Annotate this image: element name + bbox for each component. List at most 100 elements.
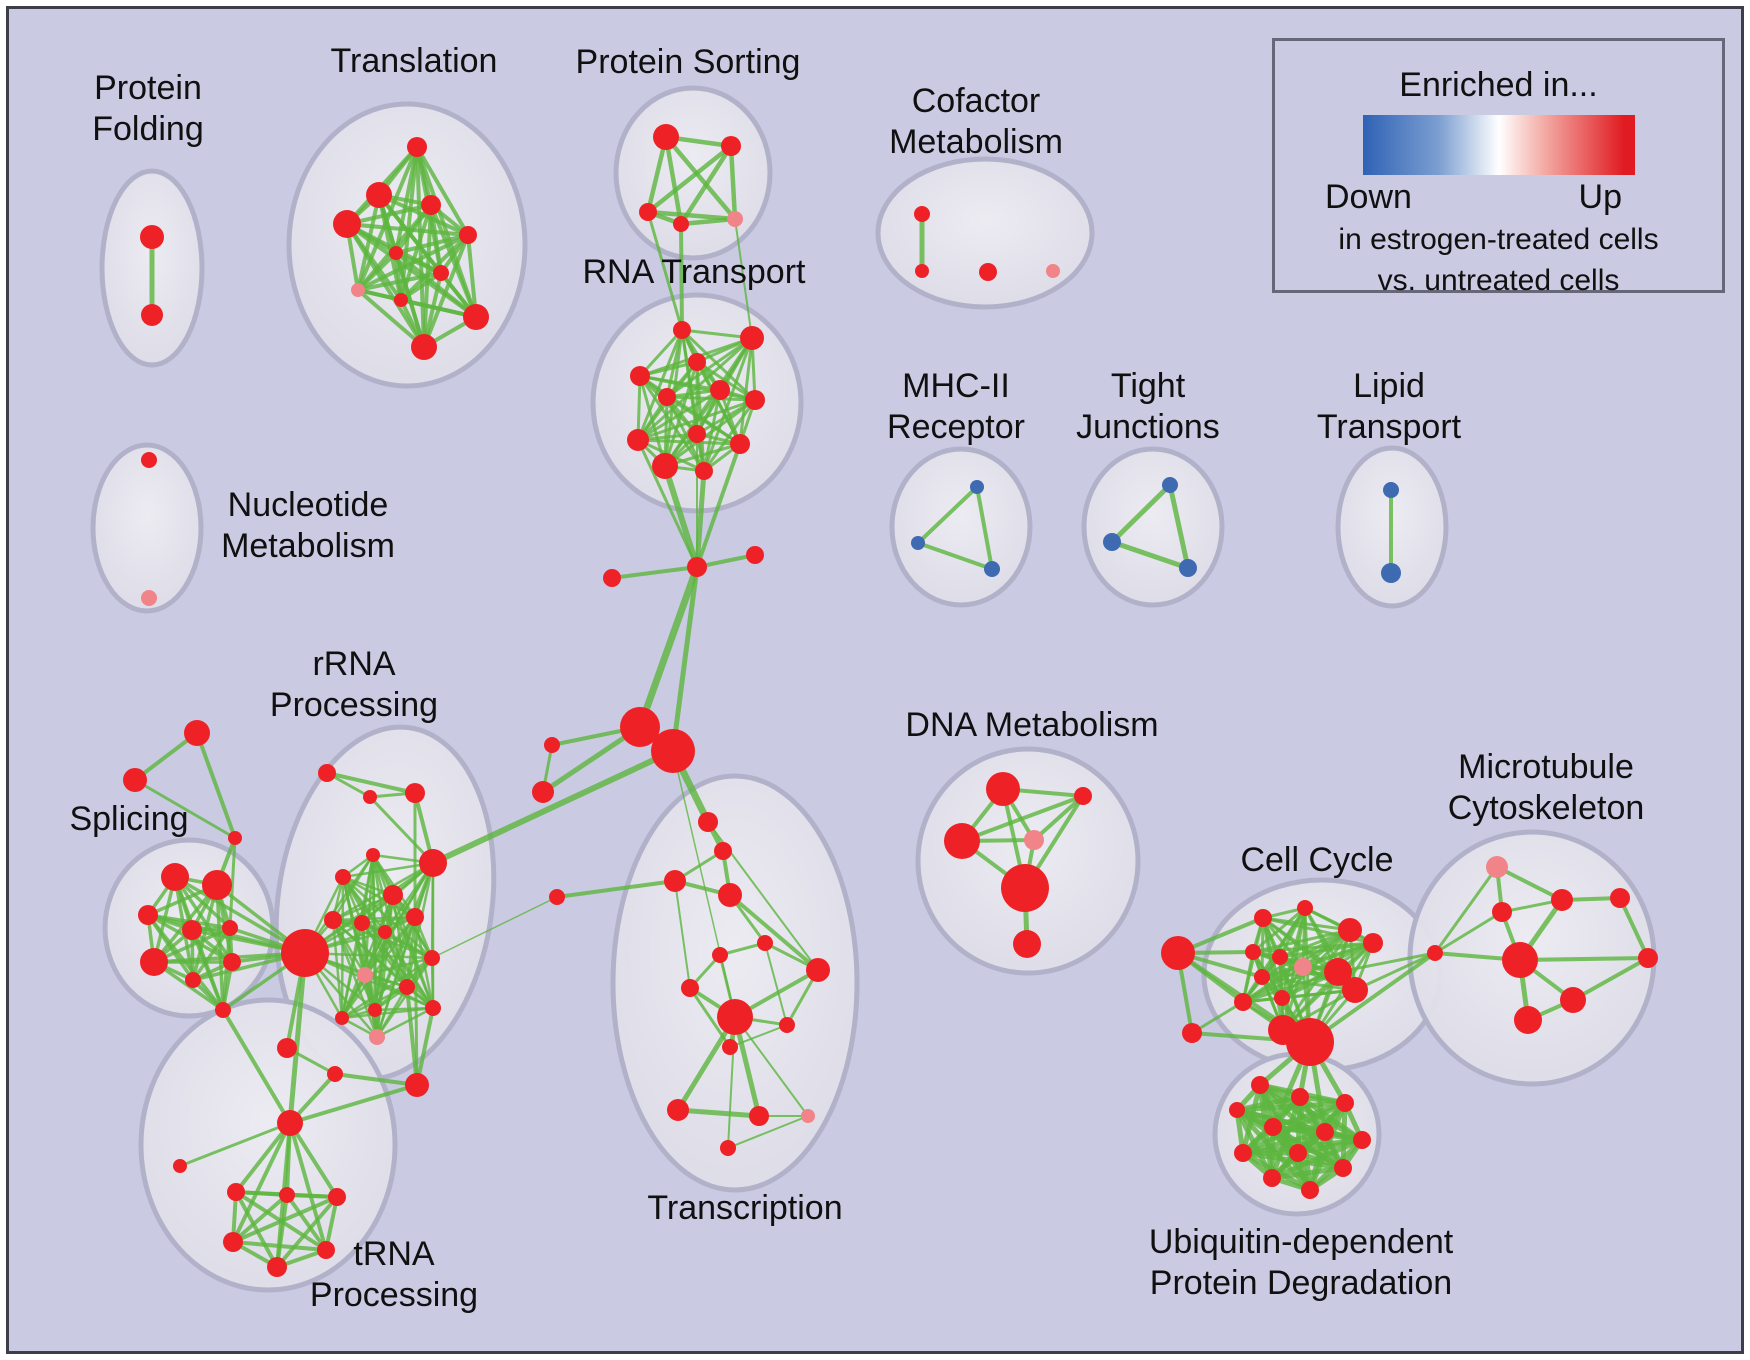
node-ub9[interactable] xyxy=(1289,1144,1307,1162)
node-hub1b[interactable] xyxy=(603,569,621,587)
node-tx6[interactable] xyxy=(779,1017,795,1033)
node-ub12[interactable] xyxy=(1301,1181,1319,1199)
node-rr13[interactable] xyxy=(357,967,373,983)
node-sp9[interactable] xyxy=(215,1002,231,1018)
node-rt1[interactable] xyxy=(673,321,691,339)
node-tr2[interactable] xyxy=(366,182,392,208)
node-rr9[interactable] xyxy=(354,915,370,931)
node-tj1[interactable] xyxy=(1162,477,1178,493)
node-tc1[interactable] xyxy=(698,812,718,832)
node-mt5[interactable] xyxy=(1610,888,1630,908)
node-ub11[interactable] xyxy=(1334,1159,1352,1177)
node-mh1[interactable] xyxy=(970,480,984,494)
node-rt9[interactable] xyxy=(627,429,649,451)
node-tx9[interactable] xyxy=(749,1106,769,1126)
node-rr18[interactable] xyxy=(335,1011,349,1025)
node-bh1[interactable] xyxy=(620,707,660,747)
node-mt3[interactable] xyxy=(1492,902,1512,922)
node-mt1[interactable] xyxy=(1486,856,1508,878)
node-cc5[interactable] xyxy=(1272,949,1288,965)
node-rt2[interactable] xyxy=(740,326,764,350)
node-rt6[interactable] xyxy=(710,380,730,400)
node-rt4[interactable] xyxy=(688,353,706,371)
node-ub7[interactable] xyxy=(1353,1131,1371,1149)
node-tri1[interactable] xyxy=(184,720,210,746)
node-ps1[interactable] xyxy=(653,124,679,150)
node-tn4[interactable] xyxy=(223,1232,243,1252)
node-cc2[interactable] xyxy=(1297,900,1313,916)
node-tc2[interactable] xyxy=(714,842,732,860)
node-pf1[interactable] xyxy=(140,225,164,249)
node-rr2[interactable] xyxy=(363,790,377,804)
node-nm2[interactable] xyxy=(141,590,157,606)
node-cc4[interactable] xyxy=(1245,944,1261,960)
node-dm3[interactable] xyxy=(944,823,980,859)
node-tx5[interactable] xyxy=(717,999,753,1035)
node-rt11[interactable] xyxy=(652,453,678,479)
node-tj2[interactable] xyxy=(1103,533,1121,551)
node-hub1[interactable] xyxy=(687,557,707,577)
node-sp3[interactable] xyxy=(138,905,158,925)
node-tr4[interactable] xyxy=(421,195,441,215)
node-mh3[interactable] xyxy=(984,561,1000,577)
node-ub4[interactable] xyxy=(1229,1102,1245,1118)
node-sp2[interactable] xyxy=(202,870,232,900)
node-mtj[interactable] xyxy=(1427,945,1443,961)
node-tr10[interactable] xyxy=(463,304,489,330)
node-cch[interactable] xyxy=(1161,936,1195,970)
node-ln2[interactable] xyxy=(532,781,554,803)
node-tn5[interactable] xyxy=(267,1257,287,1277)
node-ps3[interactable] xyxy=(639,203,657,221)
node-mt7[interactable] xyxy=(1560,987,1586,1013)
node-tr11[interactable] xyxy=(411,334,437,360)
node-tnl[interactable] xyxy=(173,1159,187,1173)
node-mt6[interactable] xyxy=(1638,948,1658,968)
node-tr7[interactable] xyxy=(433,265,449,281)
node-rr3[interactable] xyxy=(405,783,425,803)
node-lt2[interactable] xyxy=(1381,563,1401,583)
node-tn2[interactable] xyxy=(279,1187,295,1203)
node-rt10[interactable] xyxy=(730,434,750,454)
node-tr3[interactable] xyxy=(333,210,361,238)
node-rr5[interactable] xyxy=(419,849,447,877)
node-ccb2[interactable] xyxy=(1268,1015,1298,1045)
node-tr5[interactable] xyxy=(459,226,477,244)
node-tr1[interactable] xyxy=(407,137,427,157)
node-tn6[interactable] xyxy=(317,1241,335,1259)
node-rt8[interactable] xyxy=(688,425,706,443)
node-rt12[interactable] xyxy=(695,462,713,480)
node-rr8[interactable] xyxy=(324,911,342,929)
node-ub2[interactable] xyxy=(1291,1088,1309,1106)
node-tr9[interactable] xyxy=(394,293,408,307)
node-ub6[interactable] xyxy=(1316,1123,1334,1141)
node-tnh[interactable] xyxy=(277,1110,303,1136)
node-rrA[interactable] xyxy=(327,1066,343,1082)
node-tx4[interactable] xyxy=(806,958,830,982)
node-tr8[interactable] xyxy=(351,283,365,297)
node-ub1[interactable] xyxy=(1251,1076,1269,1094)
node-tx10[interactable] xyxy=(801,1109,815,1123)
node-cf2[interactable] xyxy=(915,264,929,278)
node-ps4[interactable] xyxy=(673,216,689,232)
node-rr16[interactable] xyxy=(425,1000,441,1016)
node-ub3[interactable] xyxy=(1336,1094,1354,1112)
node-ccl[interactable] xyxy=(1182,1023,1202,1043)
node-rr12[interactable] xyxy=(281,929,329,977)
node-tleft[interactable] xyxy=(549,889,565,905)
node-sp8[interactable] xyxy=(223,953,241,971)
node-cc7[interactable] xyxy=(1254,969,1270,985)
node-rr4[interactable] xyxy=(366,848,380,862)
node-rr7[interactable] xyxy=(383,885,403,905)
node-lt1[interactable] xyxy=(1383,482,1399,498)
node-ps5[interactable] xyxy=(727,211,743,227)
node-sp4[interactable] xyxy=(182,920,202,940)
node-cf4[interactable] xyxy=(1046,264,1060,278)
node-ln1[interactable] xyxy=(544,737,560,753)
node-cc3[interactable] xyxy=(1338,918,1362,942)
node-mt2[interactable] xyxy=(1551,889,1573,911)
node-cc1[interactable] xyxy=(1254,909,1272,927)
node-mh2[interactable] xyxy=(911,536,925,550)
node-cc8[interactable] xyxy=(1234,993,1252,1011)
node-bh2[interactable] xyxy=(651,729,695,773)
